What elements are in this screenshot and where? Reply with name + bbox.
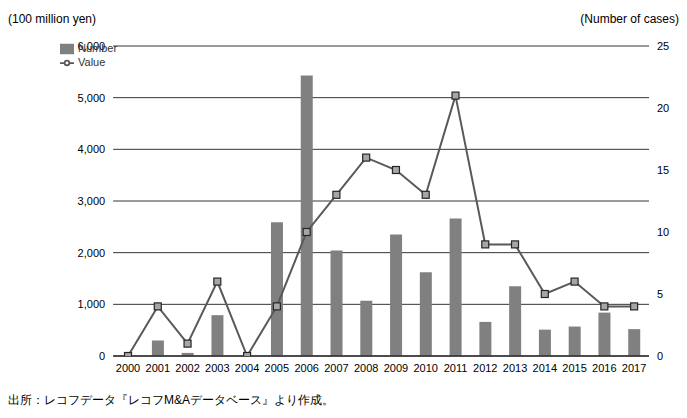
svg-text:2015: 2015	[562, 362, 586, 374]
svg-text:2005: 2005	[265, 362, 289, 374]
svg-text:6,000: 6,000	[78, 40, 106, 52]
svg-text:0: 0	[99, 350, 105, 362]
svg-text:2013: 2013	[503, 362, 527, 374]
svg-text:5,000: 5,000	[78, 92, 106, 104]
svg-text:2004: 2004	[235, 362, 259, 374]
svg-text:0: 0	[657, 350, 663, 362]
svg-text:3,000: 3,000	[78, 195, 106, 207]
svg-text:2014: 2014	[533, 362, 557, 374]
svg-text:2016: 2016	[592, 362, 616, 374]
svg-text:4,000: 4,000	[78, 143, 106, 155]
svg-text:2001: 2001	[146, 362, 170, 374]
svg-text:2010: 2010	[413, 362, 437, 374]
svg-text:2007: 2007	[324, 362, 348, 374]
svg-text:2006: 2006	[294, 362, 318, 374]
svg-text:25: 25	[657, 40, 669, 52]
svg-text:5: 5	[657, 288, 663, 300]
svg-text:2,000: 2,000	[78, 247, 106, 259]
svg-text:2012: 2012	[473, 362, 497, 374]
svg-text:2003: 2003	[205, 362, 229, 374]
svg-text:2017: 2017	[622, 362, 646, 374]
svg-text:2008: 2008	[354, 362, 378, 374]
svg-text:1,000: 1,000	[78, 298, 106, 310]
svg-text:2002: 2002	[175, 362, 199, 374]
svg-text:20: 20	[657, 102, 669, 114]
svg-text:2009: 2009	[384, 362, 408, 374]
svg-text:2011: 2011	[444, 362, 468, 374]
svg-text:15: 15	[657, 164, 669, 176]
svg-text:2000: 2000	[116, 362, 140, 374]
svg-text:10: 10	[657, 226, 669, 238]
